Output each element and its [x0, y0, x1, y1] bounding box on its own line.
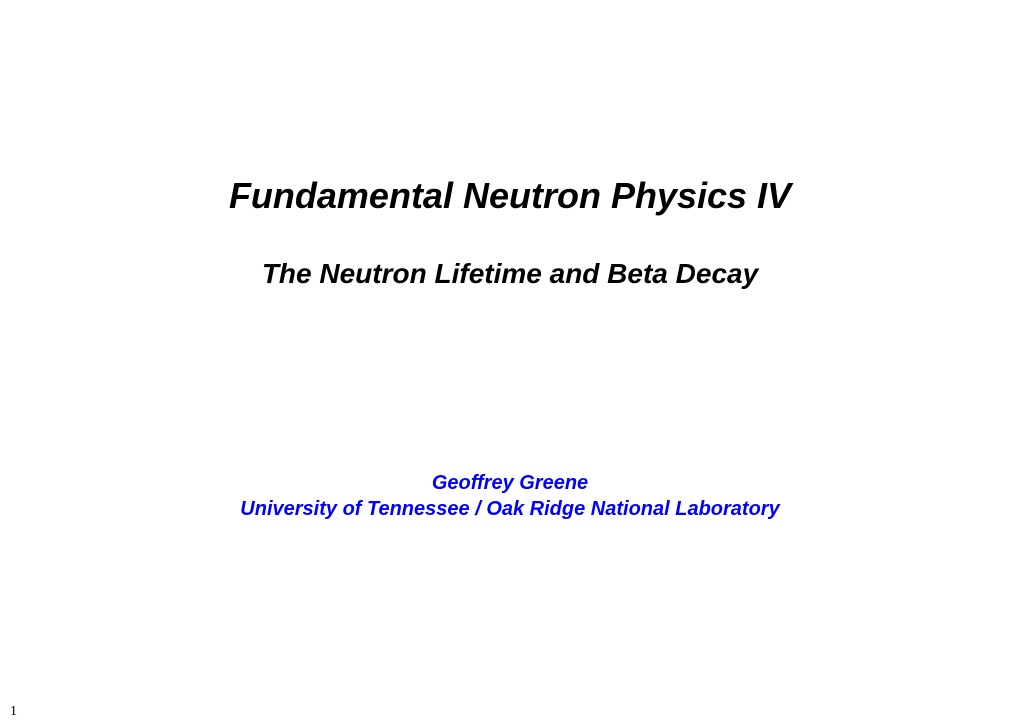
slide-author: Geoffrey Greene — [0, 472, 1020, 495]
page-number: 1 — [10, 704, 17, 720]
slide-title: Fundamental Neutron Physics IV — [0, 175, 1020, 217]
slide-affiliation: University of Tennessee / Oak Ridge Nati… — [0, 498, 1020, 521]
slide-subtitle: The Neutron Lifetime and Beta Decay — [0, 258, 1020, 290]
